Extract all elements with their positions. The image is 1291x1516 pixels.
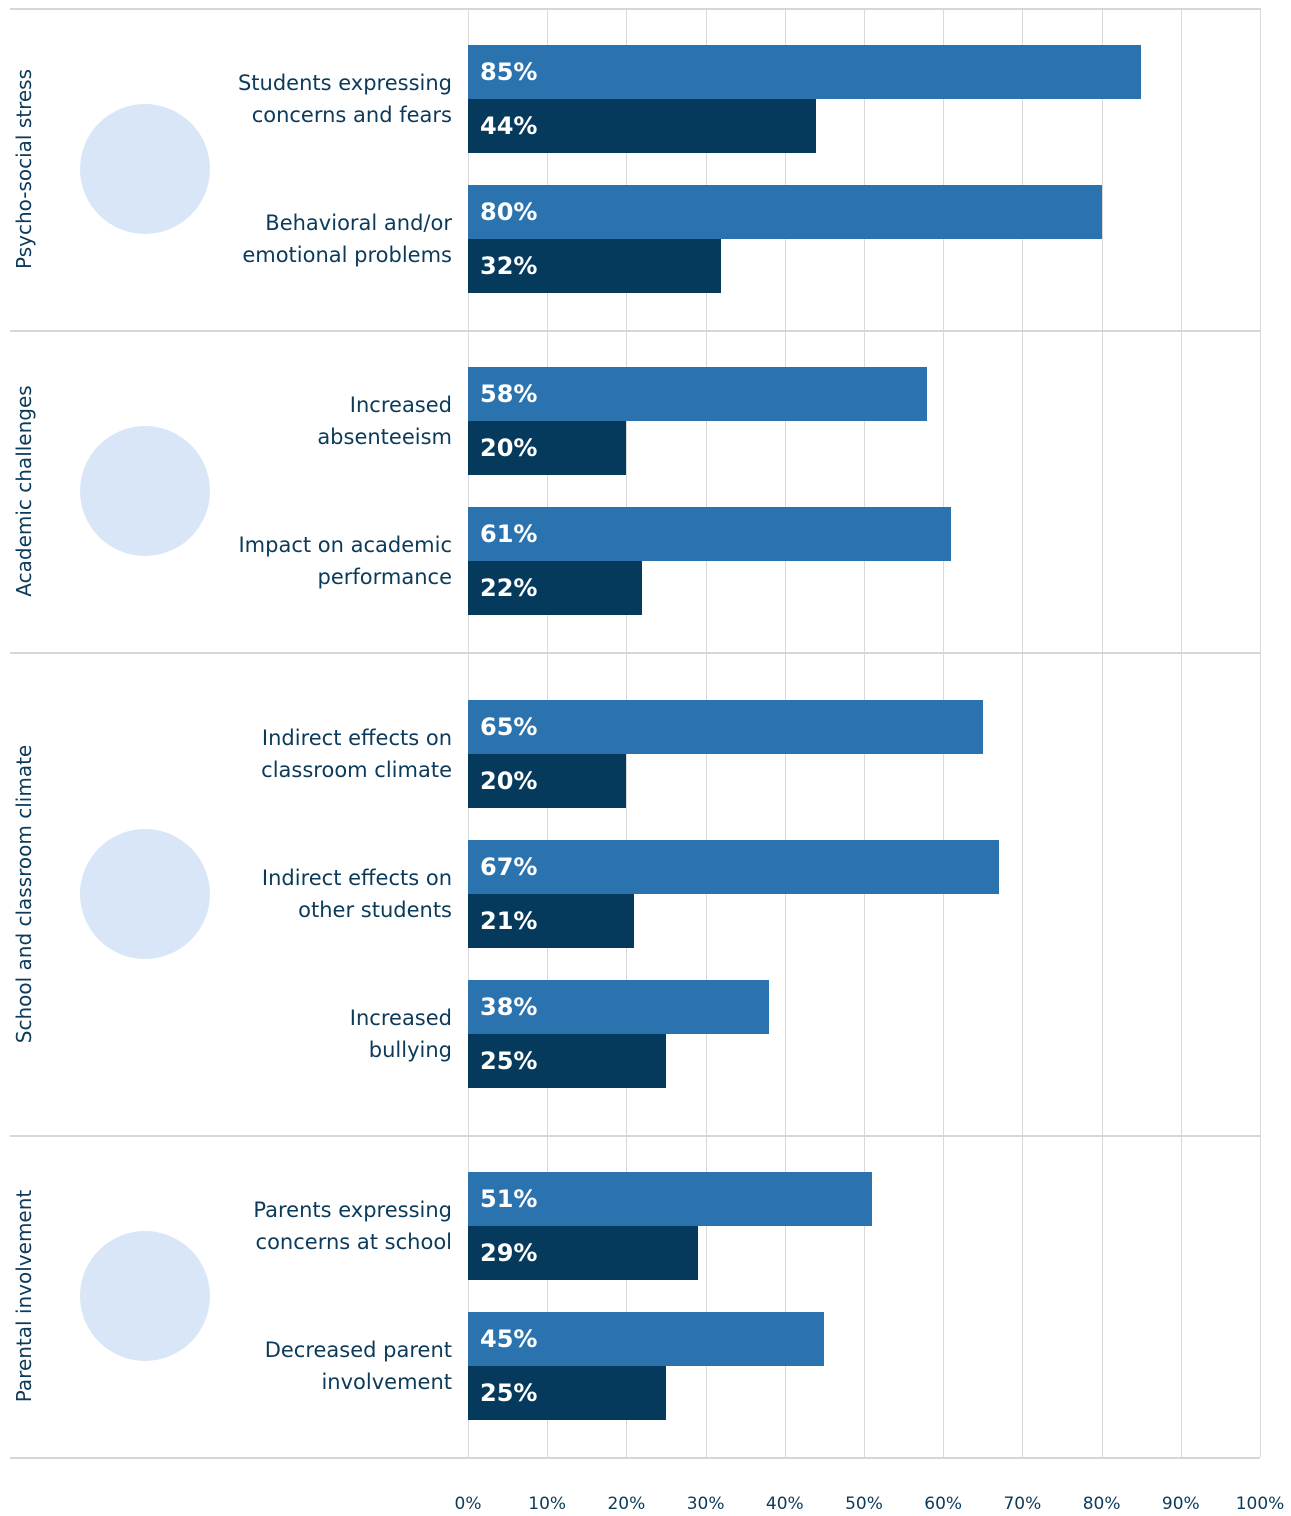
value-label: 80% [468, 185, 537, 239]
x-tick-label: 100% [1236, 1494, 1285, 1514]
group-label: Academic challenges [12, 385, 36, 596]
chart: 0% 10% 20% 30% 40% 50% 60% 70% 80% 90% 100% Psycho-… [0, 0, 1291, 1516]
value-label: 21% [468, 894, 537, 948]
grid-line [1102, 8, 1103, 1457]
value-label: 85% [468, 45, 537, 99]
value-label: 32% [468, 239, 537, 293]
value-label: 51% [468, 1172, 537, 1226]
x-tick-label: 20% [607, 1494, 645, 1514]
x-tick-label: 30% [687, 1494, 725, 1514]
category-label: Indirect effects on other students [152, 862, 452, 926]
group-label: Parental involvement [12, 1190, 36, 1403]
x-tick-label: 70% [1003, 1494, 1041, 1514]
value-label: 22% [468, 561, 537, 615]
x-tick-label: 10% [528, 1494, 566, 1514]
value-label: 20% [468, 421, 537, 475]
category-label: Increased absenteeism [152, 389, 452, 453]
group-separator [10, 1457, 1260, 1459]
value-label: 25% [468, 1366, 537, 1420]
x-tick-label: 0% [455, 1494, 482, 1514]
value-label: 29% [468, 1226, 537, 1280]
bar [468, 507, 951, 561]
x-tick-label: 80% [1083, 1494, 1121, 1514]
bar [468, 185, 1102, 239]
value-label: 65% [468, 700, 537, 754]
x-tick-label: 60% [924, 1494, 962, 1514]
value-label: 61% [468, 507, 537, 561]
category-label: Students expressing concerns and fears [152, 67, 452, 131]
group-separator [10, 1135, 1260, 1137]
value-label: 25% [468, 1034, 537, 1088]
bar [468, 700, 983, 754]
group-label: Psycho-social stress [12, 69, 36, 269]
value-label: 20% [468, 754, 537, 808]
value-label: 44% [468, 99, 537, 153]
category-label: Indirect effects on classroom climate [152, 722, 452, 786]
bar [468, 45, 1141, 99]
category-label: Parents expressing concerns at school [152, 1194, 452, 1258]
grid-line [1260, 8, 1261, 1457]
group-separator [10, 652, 1260, 654]
category-label: Increased bullying [152, 1002, 452, 1066]
group-separator [10, 8, 1260, 10]
bar [468, 840, 999, 894]
value-label: 38% [468, 980, 537, 1034]
category-label: Impact on academic performance [152, 529, 452, 593]
value-label: 58% [468, 367, 537, 421]
category-label: Behavioral and/or emotional problems [152, 207, 452, 271]
category-label: Decreased parent involvement [152, 1334, 452, 1398]
group-separator [10, 330, 1260, 332]
value-label: 67% [468, 840, 537, 894]
x-tick-label: 40% [766, 1494, 804, 1514]
value-label: 45% [468, 1312, 537, 1366]
x-tick-label: 90% [1162, 1494, 1200, 1514]
x-tick-label: 50% [845, 1494, 883, 1514]
grid-line [1181, 8, 1182, 1457]
group-label: School and classroom climate [12, 744, 36, 1042]
